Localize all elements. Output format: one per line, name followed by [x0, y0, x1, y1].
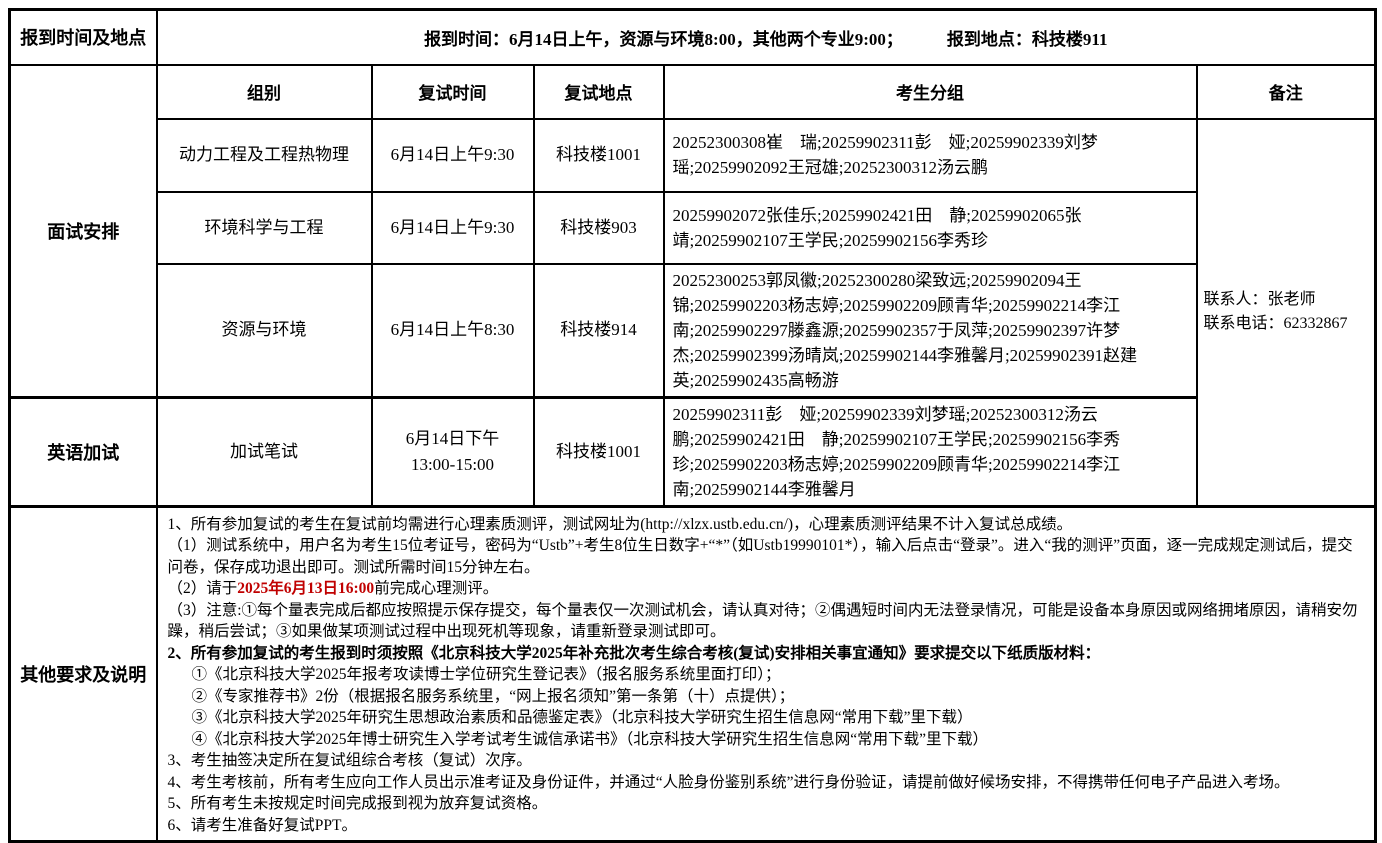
- location-cell: 科技楼1001: [532, 117, 665, 193]
- notes-row: 其他要求及说明 1、所有参加复试的考生在复试前均需进行心理素质测评，测试网址为(…: [8, 504, 1377, 843]
- students-cell: 20252300253郭凤徽;20252300280梁致远;2025990209…: [662, 262, 1198, 398]
- location-cell: 科技楼914: [532, 262, 665, 398]
- remark-phone: 联系电话：62332867: [1203, 315, 1348, 332]
- location-cell: 科技楼903: [532, 190, 665, 265]
- header-remark: 备注: [1195, 63, 1377, 120]
- deadline-highlight: 2025年6月13日16:00: [237, 580, 375, 597]
- note-text: （2）请于: [167, 580, 238, 597]
- students-cell: 20259902072张佳乐;20259902421田 静;2025990206…: [662, 190, 1198, 265]
- note-text: 前完成心理测评。: [374, 580, 499, 597]
- note-item: ③《北京科技大学2025年研究生思想政治素质和品德鉴定表》（北京科技大学研究生招…: [191, 709, 973, 726]
- group-cell: 资源与环境: [155, 262, 373, 398]
- note-item: ①《北京科技大学2025年报考攻读博士学位研究生登记表》（报名服务系统里面打印）…: [191, 666, 781, 683]
- header-time: 复试时间: [370, 63, 535, 120]
- time-line-2: 13:00-15:00: [410, 454, 495, 474]
- students-cell: 20252300308崔 瑞;20259902311彭 娅;2025990233…: [662, 117, 1198, 193]
- group-cell: 动力工程及工程热物理: [155, 117, 373, 193]
- group-cell: 加试笔试: [155, 395, 373, 507]
- note-item: （1）测试系统中，用户名为考生15位考证号，密码为“Ustb”+考生8位生日数字…: [167, 537, 1353, 576]
- remark-contact: 联系人：张老师: [1203, 291, 1316, 308]
- note-item: 4、考生考核前，所有考生应向工作人员出示准考证及身份证件，并通过“人脸身份鉴别系…: [167, 773, 1290, 791]
- time-line-1: 6月14日下午: [405, 428, 500, 448]
- note-item: 5、所有考生未按规定时间完成报到视为放弃复试资格。: [167, 795, 548, 812]
- remark-cell: 联系人：张老师 联系电话：62332867: [1195, 117, 1377, 507]
- note-item: ④《北京科技大学2025年博士研究生入学考试考生诚信承诺书》（北京科技大学研究生…: [191, 730, 989, 748]
- note-item: 1、所有参加复试的考生在复试前均需进行心理素质测评，测试网址为(http://x…: [167, 515, 1073, 533]
- report-time-text: 报到时间：6月14日上午，资源与环境8:00，其他两个专业9:00；: [424, 29, 903, 49]
- header-location: 复试地点: [532, 63, 665, 120]
- report-label: 报到时间及地点: [8, 8, 158, 66]
- header-grouping: 考生分组: [662, 63, 1198, 120]
- time-cell: 6月14日下午 13:00-15:00: [370, 395, 535, 507]
- section-interview-label: 面试安排: [8, 63, 158, 398]
- notes-list: 1、所有参加复试的考生在复试前均需进行心理素质测评，测试网址为(http://x…: [155, 504, 1377, 843]
- section-english-label: 英语加试: [8, 395, 158, 507]
- time-cell: 6月14日上午9:30: [370, 117, 535, 193]
- students-cell: 20259902311彭 娅;20259902339刘梦瑶;2025230031…: [662, 395, 1198, 507]
- location-cell: 科技楼1001: [532, 395, 665, 507]
- report-content: 报到时间：6月14日上午，资源与环境8:00，其他两个专业9:00； 报到地点：…: [155, 8, 1377, 66]
- report-place-text: 报到地点：科技楼911: [946, 29, 1108, 49]
- note-item: ②《专家推荐书》2份（根据报名服务系统里，“网上报名须知”第一条第（十）点提供）…: [191, 687, 795, 705]
- note-item: 6、请考生准备好复试PPT。: [167, 816, 357, 834]
- time-cell: 6月14日上午9:30: [370, 190, 535, 265]
- note-item: （2）请于2025年6月13日16:00前完成心理测评。: [168, 578, 1365, 600]
- header-group: 组别: [155, 63, 373, 120]
- table-row: 环境科学与工程 6月14日上午9:30 科技楼903 20259902072张佳…: [10, 190, 1376, 265]
- time-cell: 6月14日上午8:30: [370, 262, 535, 398]
- group-cell: 环境科学与工程: [155, 190, 373, 265]
- table-row: 动力工程及工程热物理 6月14日上午9:30 科技楼1001 202523003…: [10, 117, 1377, 507]
- note-item: 3、考生抽签决定所在复试组综合考核（复试）次序。: [167, 752, 532, 769]
- table-row: 英语加试 加试笔试 6月14日下午 13:00-15:00 科技楼1001 20…: [8, 395, 1376, 507]
- note-item: （3）注意:①每个量表完成后都应按照提示保存提交，每个量表仅一次测试机会，请认真…: [167, 601, 1358, 641]
- header-row: 面试安排 组别 复试时间 复试地点 考生分组 备注: [8, 63, 1377, 398]
- table-row: 资源与环境 6月14日上午8:30 科技楼914 20252300253郭凤徽;…: [10, 262, 1376, 398]
- notes-label: 其他要求及说明: [8, 504, 158, 843]
- report-row: 报到时间及地点 报到时间：6月14日上午，资源与环境8:00，其他两个专业9:0…: [8, 8, 1377, 66]
- note-item: 2、所有参加复试的考生报到时须按照《北京科技大学2025年补充批次考生综合考核(…: [167, 644, 1101, 662]
- exam-schedule-table: 报到时间及地点 报到时间：6月14日上午，资源与环境8:00，其他两个专业9:0…: [8, 8, 1378, 843]
